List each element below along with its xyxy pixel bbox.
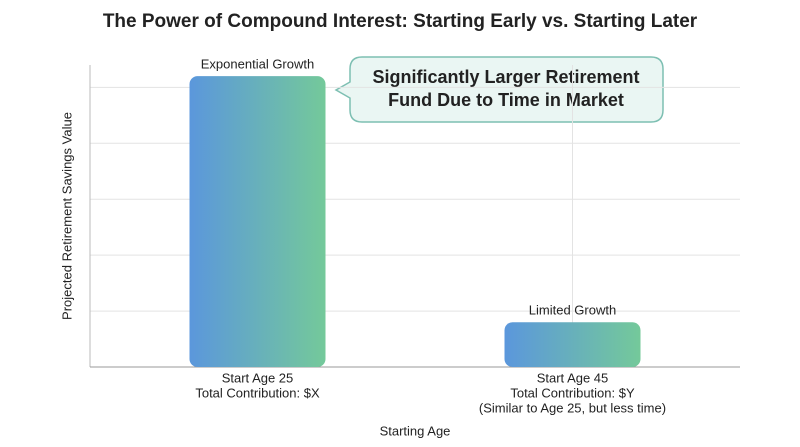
x-tick-label: (Similar to Age 25, but less time) <box>479 400 666 415</box>
callout-text: Fund Due to Time in Market <box>388 90 624 110</box>
x-tick-label: Total Contribution: $X <box>195 385 320 400</box>
chart-title: The Power of Compound Interest: Starting… <box>103 11 698 32</box>
callout-box <box>334 56 664 123</box>
bar <box>504 322 641 367</box>
bar-label: Limited Growth <box>529 303 616 318</box>
bar <box>189 76 326 368</box>
bar-label: Exponential Growth <box>201 57 314 72</box>
x-tick-label: Start Age 25 <box>222 370 294 385</box>
callout: Significantly Larger Retirement Fund Due … <box>334 56 664 123</box>
y-axis-label: Projected Retirement Savings Value <box>59 112 74 320</box>
callout-text: Significantly Larger Retirement <box>372 67 639 87</box>
x-tick-label: Total Contribution: $Y <box>510 385 635 400</box>
x-tick-label: Start Age 45 <box>537 370 609 385</box>
x-axis-label: Starting Age <box>380 423 451 438</box>
